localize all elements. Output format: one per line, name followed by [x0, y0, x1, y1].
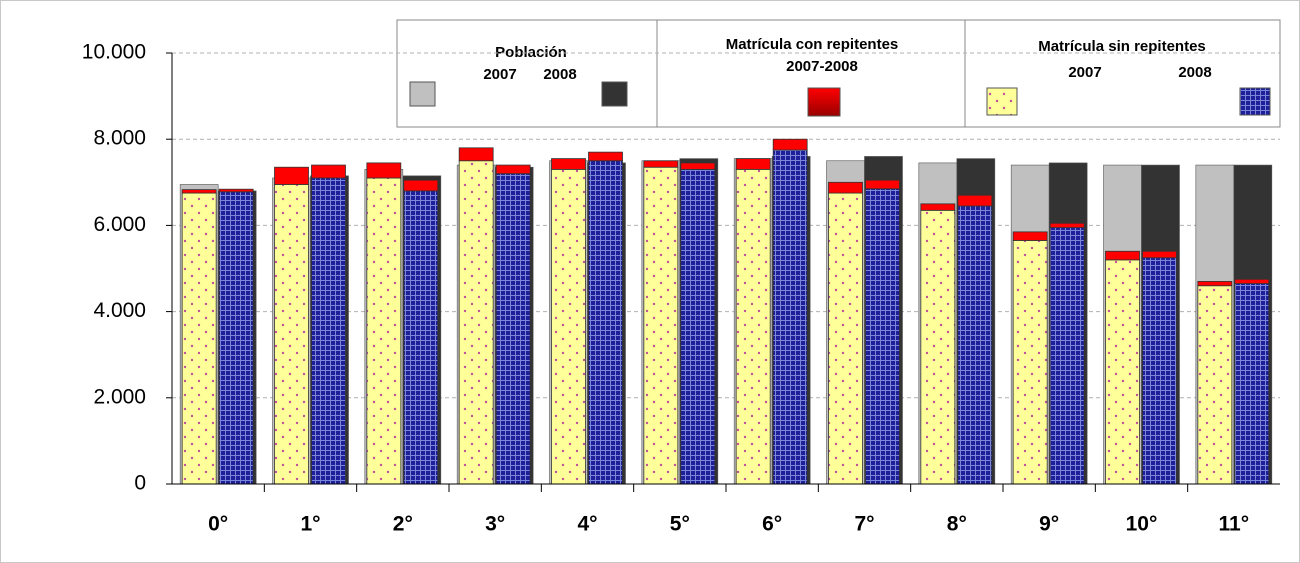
repeaters-bar: [274, 166, 309, 185]
legend-label: 2007: [483, 66, 516, 83]
repeaters-bar: [1012, 231, 1048, 241]
enrollment-bar: [920, 209, 956, 485]
legend-swatch: [986, 87, 1018, 116]
repeaters-bar: [551, 158, 586, 170]
enrollment-bar: [495, 173, 531, 485]
repeaters-bar: [772, 138, 808, 151]
repeaters-bar: [1142, 250, 1177, 259]
x-tick-label: 5°: [670, 513, 690, 536]
legend-label: 2007-2008: [786, 58, 858, 75]
x-tick-label: 9°: [1039, 513, 1059, 536]
legend-swatch: [601, 81, 628, 107]
enrollment-bar: [1197, 285, 1233, 485]
repeaters-bar: [181, 189, 217, 194]
legend-swatch: [409, 81, 436, 107]
enrollment-bar: [218, 191, 254, 485]
repeaters-bar: [366, 162, 402, 179]
repeaters-bar: [1234, 278, 1270, 284]
y-tick-label: 4.000: [93, 299, 146, 322]
x-tick-label: 10°: [1126, 513, 1158, 536]
enrollment-bar: [588, 160, 623, 485]
x-tick-label: 4°: [577, 513, 597, 536]
enrollment-bar: [957, 205, 993, 485]
legend-label: 2007: [1068, 64, 1101, 81]
repeaters-bar: [218, 188, 254, 193]
enrollment-bar: [643, 166, 679, 485]
enrollment-bar: [403, 190, 439, 485]
enrollment-bar: [1012, 240, 1048, 485]
repeaters-bar: [495, 164, 531, 175]
legend-title: Matrícula con repitentes: [726, 36, 899, 53]
enrollment-bar: [274, 184, 309, 485]
enrollment-bar: [1234, 283, 1270, 485]
x-tick-label: 8°: [947, 513, 967, 536]
enrollment-bar: [828, 192, 863, 485]
repeaters-bar: [643, 160, 679, 168]
repeaters-bar: [311, 164, 346, 179]
repeaters-bar: [588, 151, 623, 162]
legend-label: 2008: [1178, 64, 1211, 81]
enrollment-bar: [311, 177, 346, 485]
y-tick-label: 8.000: [93, 127, 146, 150]
enrollment-bar: [865, 188, 900, 485]
x-tick-label: 2°: [393, 513, 413, 536]
repeaters-bar: [1049, 222, 1085, 228]
legend-title: Población: [495, 44, 567, 61]
legend-label: 2008: [543, 66, 576, 83]
enrollment-bar: [458, 160, 494, 485]
enrollment-bar: [1049, 227, 1085, 485]
repeaters-bar: [735, 158, 771, 170]
x-tick-label: 1°: [300, 513, 320, 536]
repeaters-bar: [680, 162, 716, 170]
enrollment-bar: [366, 177, 402, 485]
repeaters-bar: [920, 203, 956, 211]
legend-title: Matrícula sin repitentes: [1038, 38, 1206, 55]
enrollment-bar: [1105, 259, 1140, 485]
x-tick-label: 0°: [208, 513, 228, 536]
x-tick-label: 6°: [762, 513, 782, 536]
y-tick-label: 0: [134, 472, 146, 495]
repeaters-bar: [458, 147, 494, 162]
enrollment-bar: [181, 192, 217, 485]
x-tick-label: 7°: [854, 513, 874, 536]
enrollment-bar: [1142, 257, 1177, 485]
y-tick-label: 6.000: [93, 213, 146, 236]
repeaters-bar: [1105, 250, 1140, 261]
repeaters-bar: [1197, 281, 1233, 287]
enrollment-bar: [772, 149, 808, 485]
enrollment-bar: [680, 168, 716, 485]
enrollment-bar: [551, 168, 586, 485]
legend-swatch: [1239, 87, 1271, 116]
repeaters-bar: [865, 179, 900, 190]
x-tick-label: 3°: [485, 513, 505, 536]
y-tick-label: 2.000: [93, 385, 146, 408]
x-tick-label: 11°: [1219, 513, 1250, 536]
enrollment-bar: [735, 168, 771, 485]
y-tick-label: 10.000: [82, 41, 146, 64]
repeaters-bar: [403, 179, 439, 192]
repeaters-bar: [957, 194, 993, 207]
legend-swatch: [807, 87, 841, 117]
repeaters-bar: [828, 181, 863, 194]
